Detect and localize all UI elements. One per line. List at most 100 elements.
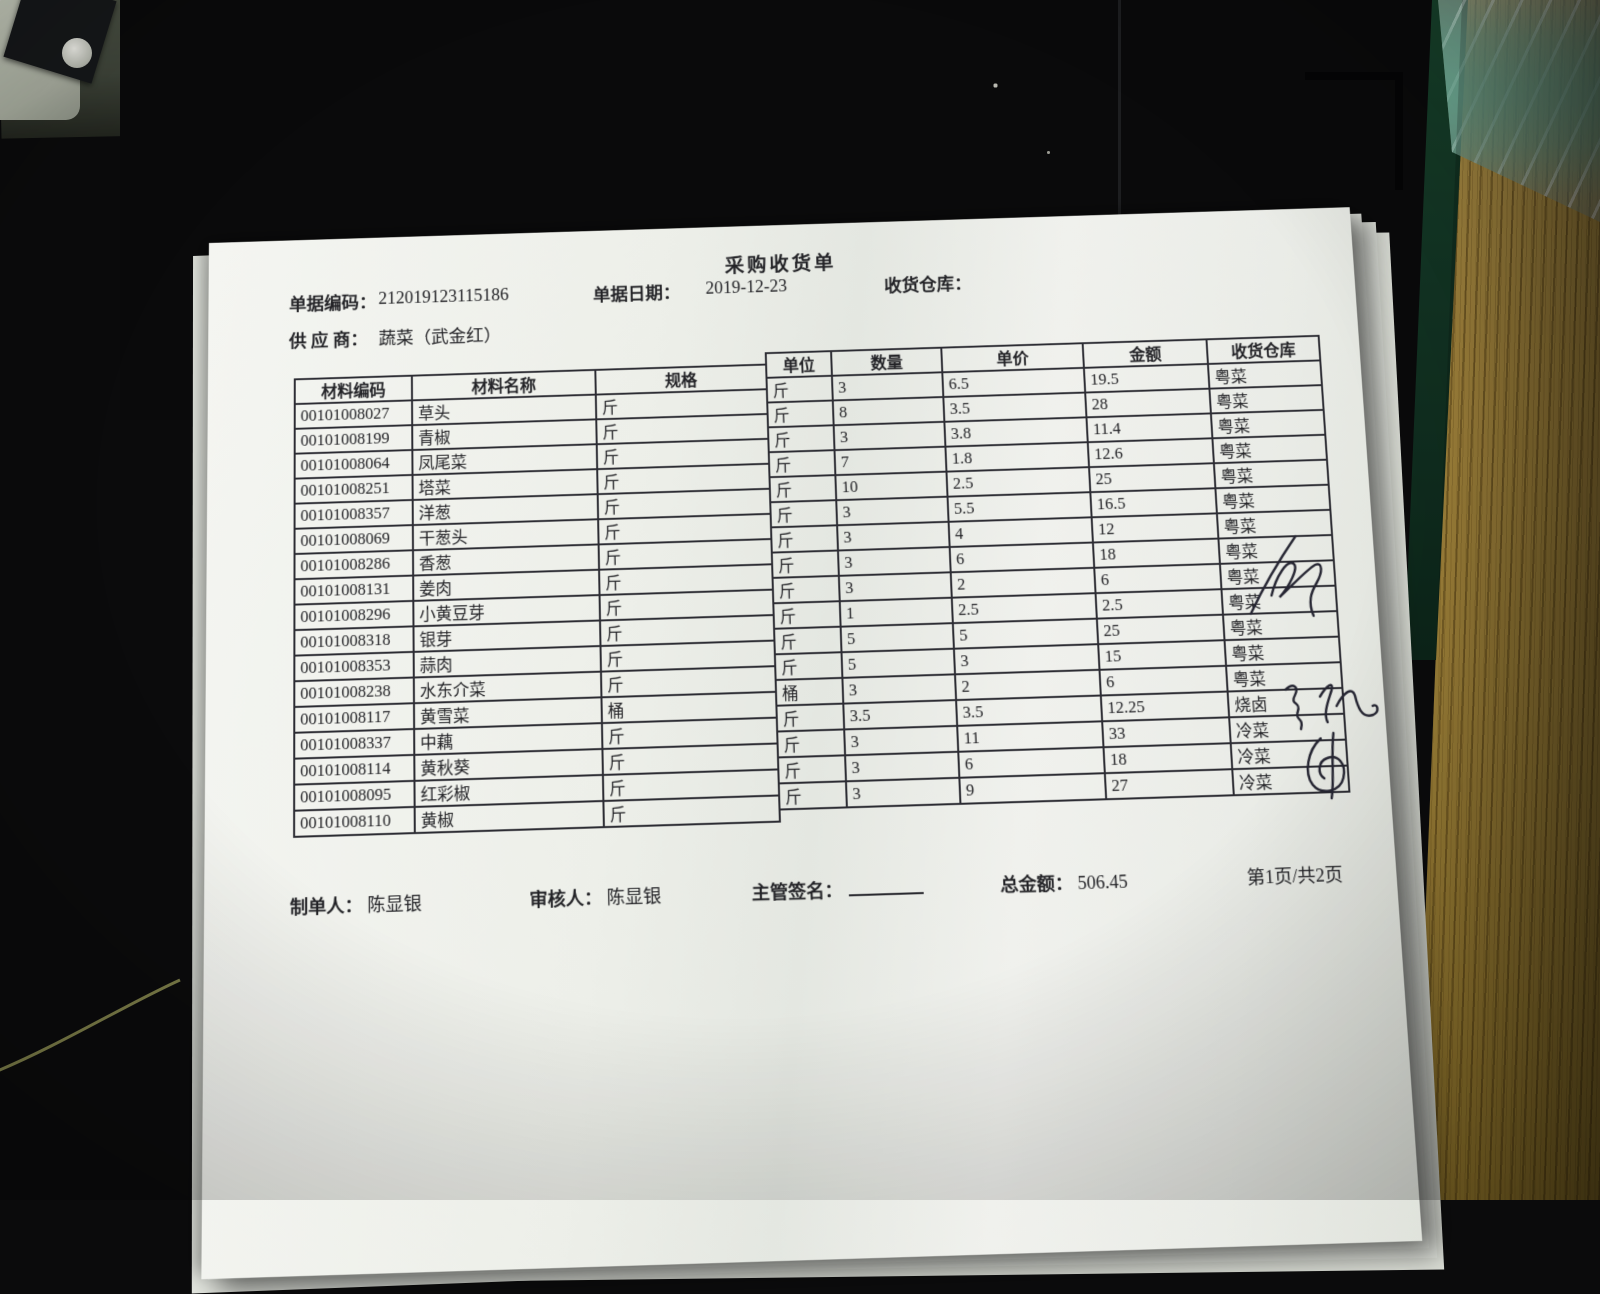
signature-blank-line [848,878,923,897]
cell-warehouse: 冷菜 [1229,714,1346,743]
total-field: 总金额： 506.45 [1000,867,1129,897]
cell-warehouse: 粤菜 [1209,385,1323,413]
cell-unit: 斤 [773,576,840,603]
receipt-document: 采购收货单 单据编码： 212019123115186 单据日期： 2019-1… [201,207,1422,1279]
cell-code: 00101008353 [294,652,413,681]
supplier-label: 供 应 商： [289,326,368,353]
cell-warehouse: 粤菜 [1217,510,1332,539]
supervisor-sign-field: 主管签名： [751,874,924,906]
cell-code: 00101008117 [294,703,414,733]
cell-unit: 斤 [766,376,832,403]
cell-unit: 斤 [770,500,837,527]
cell-unit: 斤 [769,475,836,502]
cell-warehouse: 粤菜 [1218,535,1333,564]
doc-date-value: 2019-12-23 [705,276,787,298]
cell-warehouse: 粤菜 [1215,485,1330,514]
items-table-right-section: 单位 数量 单价 金额 收货仓库 斤 3 6.5 19.5 粤菜斤 8 3.5 28 粤菜斤 3 3… [765,335,1351,811]
cell-qty: 3 [837,522,950,551]
cell-amount: 18 [1103,743,1232,773]
cell-unit: 斤 [774,627,841,655]
cell-warehouse: 粤菜 [1208,360,1322,388]
cell-unit: 斤 [778,755,846,783]
cell-warehouse: 粤菜 [1211,410,1325,438]
cell-warehouse: 烧卤 [1228,688,1345,717]
cell-code: 00101008069 [295,525,413,554]
doc-code-value: 212019123115186 [378,285,509,309]
cell-code: 00101008110 [294,807,415,837]
cell-warehouse: 粤菜 [1225,637,1341,666]
supervisor-sign-label: 主管签名： [751,880,843,903]
col-header-code: 材料编码 [295,376,412,404]
total-value: 506.45 [1077,871,1128,893]
cell-unit: 斤 [767,400,833,427]
cell-qty: 5 [841,623,954,652]
auditor-field: 审核人： 陈显银 [529,882,661,913]
cell-unit: 斤 [769,450,836,477]
col-header-qty: 数量 [831,348,942,376]
cell-warehouse: 冷菜 [1232,766,1349,796]
cell-qty: 3 [836,497,948,526]
cell-amount: 27 [1105,769,1234,799]
page-indicator: 第1页/共2页 [1246,861,1344,890]
cell-unit: 斤 [771,525,838,552]
cell-warehouse: 粤菜 [1220,560,1336,589]
printer-seam [1118,0,1121,235]
cell-unit: 斤 [777,729,845,757]
wall-switch-knob [62,38,92,68]
cell-qty: 3 [832,372,943,400]
maker-label: 制单人： [290,895,363,918]
cell-code: 00101008095 [294,781,414,811]
cell-qty: 3 [844,726,958,755]
items-table: 材料编码 材料名称 规格 00101008027 草头斤 00101008199 青椒… [293,335,1352,856]
cell-code: 00101008296 [294,601,413,630]
cell-unit: 斤 [772,551,839,578]
cell-amount: 6 [1099,666,1227,696]
cell-qty: 1 [840,598,953,627]
cell-code: 00101008131 [294,576,413,605]
cell-amount: 12 [1092,513,1219,542]
cell-amount: 2.5 [1096,589,1223,618]
cell-qty: 3.5 [843,700,957,729]
doc-code-label: 单据编码： [289,289,376,316]
cell-warehouse: 冷菜 [1231,740,1348,770]
cell-warehouse: 粤菜 [1221,586,1337,615]
cell-qty: 3 [842,674,956,703]
cell-qty: 3 [834,422,946,450]
cell-unit: 斤 [773,601,840,629]
maker-field: 制单人： 陈显银 [290,889,422,920]
total-label: 总金额： [1000,873,1074,896]
cell-qty: 3 [839,572,952,601]
col-header-warehouse: 收货仓库 [1206,336,1320,364]
cell-qty: 8 [833,397,945,425]
col-header-unit: 单位 [766,351,832,378]
cell-code: 00101008337 [294,729,414,759]
cell-amount: 33 [1102,717,1231,747]
cell-code: 00101008238 [294,678,414,707]
cell-spec: 斤 [603,795,780,827]
cell-unit: 斤 [775,652,843,680]
cell-unit: 斤 [779,781,847,809]
cell-price: 9 [959,773,1106,804]
cell-code: 00101008114 [294,755,414,785]
doc-date-label: 单据日期： [593,280,681,307]
printer-panel-groove [1305,72,1403,190]
cell-amount: 6 [1094,564,1221,593]
cell-unit: 斤 [768,425,835,452]
cell-amount: 12.25 [1101,692,1229,722]
auditor-label: 审核人： [529,888,602,911]
cell-amount: 15 [1098,640,1226,670]
cell-warehouse: 粤菜 [1214,460,1329,489]
supplier-value: 蔬菜（武金红） [378,322,501,350]
cell-code: 00101008318 [294,626,413,655]
cell-amount: 18 [1093,539,1220,568]
cell-unit: 桶 [776,678,844,706]
cell-warehouse: 粤菜 [1212,435,1327,463]
cell-code: 00101008064 [295,450,413,479]
maker-value: 陈显银 [367,894,422,916]
cell-qty: 3 [846,778,960,808]
cell-warehouse: 粤菜 [1226,662,1342,691]
cell-qty: 3 [845,752,959,782]
cell-code: 00101008251 [295,475,413,504]
cell-unit: 斤 [776,704,844,732]
doc-warehouse-label: 收货仓库： [884,270,972,297]
